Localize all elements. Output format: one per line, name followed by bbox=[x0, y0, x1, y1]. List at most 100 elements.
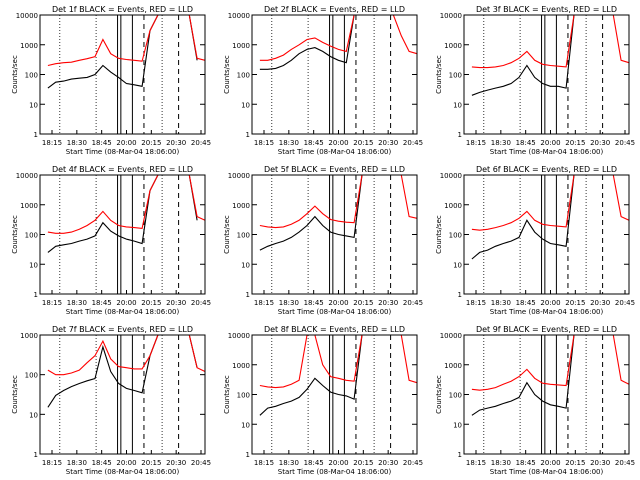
x-tick-label: 18:45 bbox=[516, 139, 536, 147]
x-tick-label: 18:15 bbox=[42, 459, 62, 467]
x-tick-label: 20:45 bbox=[615, 139, 635, 147]
x-tick-label: 20:30 bbox=[590, 299, 610, 307]
y-tick-label: 1 bbox=[458, 291, 462, 299]
x-tick-label: 18:45 bbox=[304, 299, 324, 307]
y-tick-label: 1 bbox=[34, 451, 38, 459]
x-axis-label: Start Time (08-Mar-04 18:06:00) bbox=[490, 308, 604, 316]
chart-title: Det 9f BLACK = Events, RED = LLD bbox=[476, 325, 617, 334]
series-line-events bbox=[471, 174, 614, 260]
series-line-lld bbox=[47, 174, 206, 234]
chart-title: Det 4f BLACK = Events, RED = LLD bbox=[52, 165, 193, 174]
x-tick-label: 18:15 bbox=[466, 299, 486, 307]
y-tick-label: 1 bbox=[246, 291, 250, 299]
x-tick-label: 20:45 bbox=[191, 299, 211, 307]
y-tick-label: 1 bbox=[246, 451, 250, 459]
x-tick-label: 18:30 bbox=[491, 459, 511, 467]
chart-title: Det 6f BLACK = Events, RED = LLD bbox=[476, 165, 617, 174]
y-tick-label: 100 bbox=[449, 392, 462, 400]
x-tick-label: 20:30 bbox=[166, 139, 186, 147]
x-tick-label: 20:45 bbox=[403, 139, 423, 147]
chart-panel-8: Det 8f BLACK = Events, RED = LLD 1 10 100 10… bbox=[223, 325, 423, 476]
y-tick-label: 100 bbox=[449, 232, 462, 240]
y-tick-label: 1000 bbox=[232, 42, 250, 50]
x-axis-label: Start Time (08-Mar-04 18:06:00) bbox=[278, 308, 392, 316]
x-tick-label: 18:45 bbox=[92, 139, 112, 147]
y-tick-label: 1000 bbox=[444, 202, 462, 210]
x-tick-label: 20:30 bbox=[590, 459, 610, 467]
x-tick-label: 20:00 bbox=[116, 459, 136, 467]
x-tick-label: 18:30 bbox=[67, 139, 87, 147]
x-tick-label: 18:45 bbox=[304, 139, 324, 147]
y-axis-label: Counts/sec bbox=[435, 215, 443, 254]
x-tick-label: 18:30 bbox=[279, 299, 299, 307]
x-tick-label: 18:15 bbox=[254, 299, 274, 307]
series-line-lld bbox=[471, 334, 630, 391]
series-line-events bbox=[47, 334, 198, 408]
series-line-events bbox=[259, 174, 402, 251]
series-line-events bbox=[47, 174, 198, 253]
y-tick-label: 1 bbox=[458, 131, 462, 139]
plot-frame bbox=[251, 334, 418, 455]
x-tick-label: 20:15 bbox=[141, 459, 161, 467]
x-tick-label: 18:15 bbox=[42, 299, 62, 307]
plot-frame bbox=[463, 334, 630, 455]
x-tick-label: 20:30 bbox=[166, 299, 186, 307]
y-tick-label: 1 bbox=[34, 131, 38, 139]
series-line-events bbox=[47, 14, 198, 89]
x-tick-label: 18:15 bbox=[466, 459, 486, 467]
chart-title: Det 2f BLACK = Events, RED = LLD bbox=[264, 5, 405, 14]
x-tick-label: 20:15 bbox=[353, 459, 373, 467]
x-tick-label: 20:15 bbox=[141, 299, 161, 307]
y-tick-label: 1000 bbox=[444, 42, 462, 50]
x-tick-label: 18:45 bbox=[516, 459, 536, 467]
x-tick-label: 20:45 bbox=[191, 139, 211, 147]
series-line-events bbox=[471, 334, 614, 416]
x-axis-label: Start Time (08-Mar-04 18:06:00) bbox=[66, 468, 180, 476]
plot-frame bbox=[39, 174, 206, 295]
y-axis-label: Counts/sec bbox=[11, 55, 19, 94]
x-tick-label: 18:45 bbox=[304, 459, 324, 467]
chart-title: Det 7f BLACK = Events, RED = LLD bbox=[52, 325, 193, 334]
x-tick-label: 20:15 bbox=[565, 299, 585, 307]
plot-frame bbox=[463, 174, 630, 295]
x-axis-label: Start Time (08-Mar-04 18:06:00) bbox=[278, 468, 392, 476]
x-tick-label: 18:15 bbox=[42, 139, 62, 147]
series-line-events bbox=[259, 14, 402, 70]
chart-panel-7: Det 7f BLACK = Events, RED = LLD 1 10 100 10… bbox=[11, 325, 211, 476]
y-axis-label: Counts/sec bbox=[223, 375, 231, 414]
x-tick-label: 18:30 bbox=[67, 299, 87, 307]
x-tick-label: 18:45 bbox=[516, 299, 536, 307]
y-tick-label: 10000 bbox=[440, 172, 462, 180]
x-tick-label: 18:45 bbox=[92, 299, 112, 307]
chart-title: Det 3f BLACK = Events, RED = LLD bbox=[476, 5, 617, 14]
x-tick-label: 20:00 bbox=[328, 299, 348, 307]
y-tick-label: 1000 bbox=[20, 202, 38, 210]
plot-frame bbox=[39, 14, 206, 135]
x-tick-label: 18:30 bbox=[491, 299, 511, 307]
series-line-lld bbox=[471, 174, 630, 231]
y-tick-label: 10 bbox=[241, 421, 250, 429]
x-tick-label: 20:15 bbox=[565, 459, 585, 467]
chart-title: Det 1f BLACK = Events, RED = LLD bbox=[52, 5, 193, 14]
x-tick-label: 20:00 bbox=[328, 139, 348, 147]
y-tick-label: 10000 bbox=[16, 12, 38, 20]
x-axis-label: Start Time (08-Mar-04 18:06:00) bbox=[490, 148, 604, 156]
x-tick-label: 20:30 bbox=[378, 139, 398, 147]
y-tick-label: 100 bbox=[25, 72, 38, 80]
x-tick-label: 20:45 bbox=[615, 299, 635, 307]
x-tick-label: 20:15 bbox=[353, 299, 373, 307]
x-tick-label: 20:45 bbox=[403, 459, 423, 467]
y-tick-label: 100 bbox=[449, 72, 462, 80]
plot-frame bbox=[463, 14, 630, 135]
y-tick-label: 10 bbox=[453, 421, 462, 429]
x-tick-label: 18:15 bbox=[466, 139, 486, 147]
y-tick-label: 1000 bbox=[232, 362, 250, 370]
y-axis-label: Counts/sec bbox=[223, 215, 231, 254]
y-tick-label: 1 bbox=[34, 291, 38, 299]
chart-panel-9: Det 9f BLACK = Events, RED = LLD 1 10 100 10… bbox=[435, 325, 635, 476]
y-axis-label: Counts/sec bbox=[11, 375, 19, 414]
y-tick-label: 10000 bbox=[228, 172, 250, 180]
chart-title: Det 5f BLACK = Events, RED = LLD bbox=[264, 165, 405, 174]
chart-title: Det 8f BLACK = Events, RED = LLD bbox=[264, 325, 405, 334]
